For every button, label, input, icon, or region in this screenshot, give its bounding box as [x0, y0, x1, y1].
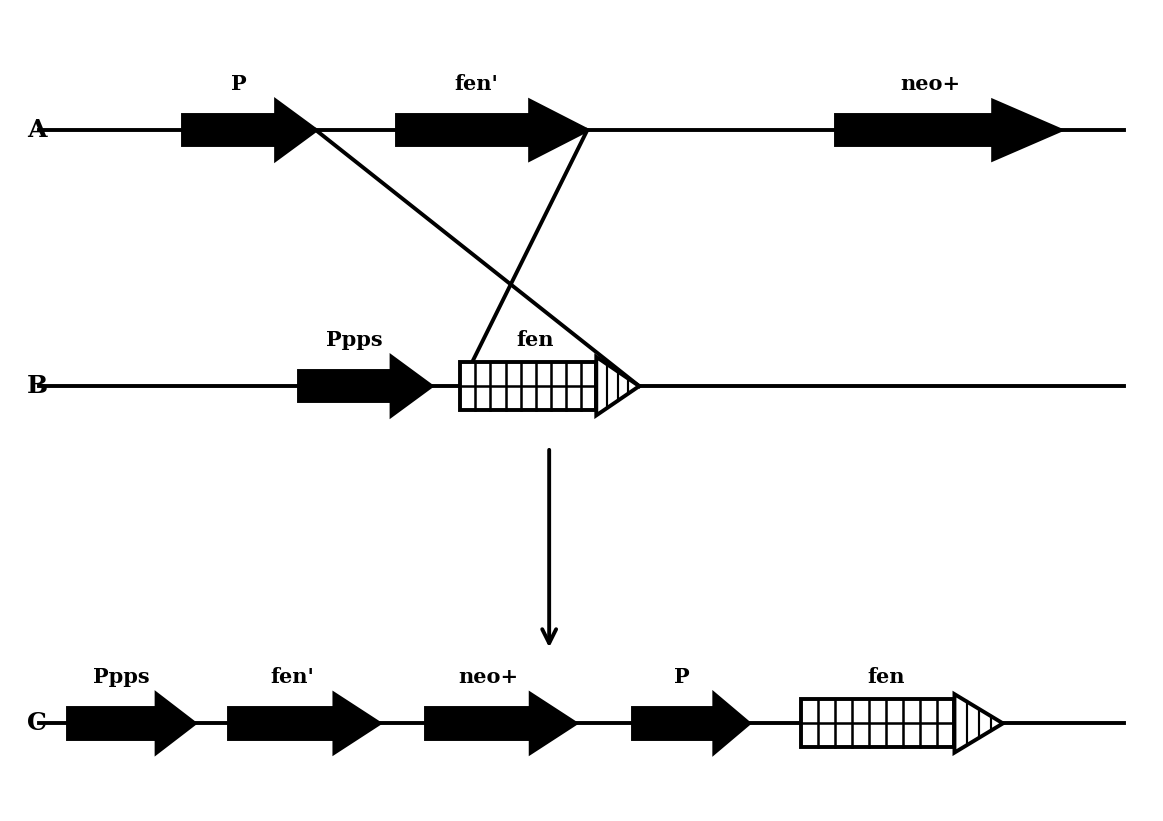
- Polygon shape: [993, 101, 1061, 159]
- Text: P: P: [231, 74, 247, 94]
- Polygon shape: [157, 694, 194, 753]
- Polygon shape: [183, 115, 276, 145]
- Polygon shape: [461, 362, 597, 410]
- Text: Ppps: Ppps: [93, 667, 149, 687]
- Polygon shape: [426, 709, 530, 739]
- Text: P: P: [675, 667, 690, 687]
- Polygon shape: [634, 709, 714, 739]
- Polygon shape: [597, 357, 640, 415]
- Text: neo+: neo+: [900, 74, 961, 94]
- Polygon shape: [67, 709, 157, 739]
- Polygon shape: [335, 694, 379, 753]
- Text: C: C: [27, 711, 48, 736]
- Polygon shape: [299, 371, 392, 401]
- Text: B: B: [27, 374, 49, 398]
- Polygon shape: [714, 694, 749, 753]
- Polygon shape: [530, 694, 576, 753]
- Polygon shape: [835, 115, 993, 145]
- Text: fen: fen: [516, 330, 555, 350]
- Text: A: A: [27, 118, 47, 142]
- Polygon shape: [397, 115, 530, 145]
- Polygon shape: [955, 694, 1003, 753]
- Text: neo+: neo+: [458, 667, 519, 687]
- Polygon shape: [530, 101, 587, 159]
- Polygon shape: [276, 101, 316, 159]
- Polygon shape: [801, 699, 955, 747]
- Text: fen': fen': [455, 74, 499, 94]
- Text: fen: fen: [866, 667, 905, 687]
- Polygon shape: [229, 709, 335, 739]
- Polygon shape: [392, 357, 431, 415]
- Text: fen': fen': [271, 667, 314, 687]
- Text: Ppps: Ppps: [326, 330, 383, 350]
